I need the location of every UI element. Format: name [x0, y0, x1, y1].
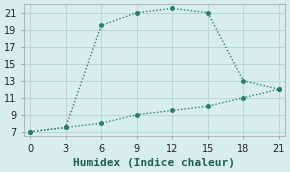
- X-axis label: Humidex (Indice chaleur): Humidex (Indice chaleur): [73, 158, 235, 168]
